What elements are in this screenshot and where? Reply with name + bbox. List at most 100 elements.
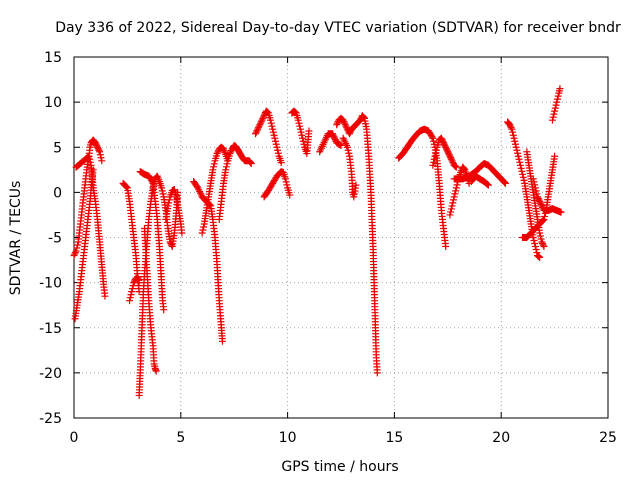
data-point (429, 161, 437, 169)
data-point (214, 148, 222, 156)
data-point (85, 152, 93, 160)
data-point (549, 113, 557, 121)
plot-frame (73, 56, 609, 419)
data-point (537, 235, 545, 243)
data-point (96, 151, 104, 159)
data-point (356, 116, 364, 124)
data-point (447, 155, 455, 163)
data-point (551, 152, 559, 160)
data-point (352, 181, 360, 189)
data-point (516, 158, 524, 166)
data-point (86, 155, 94, 163)
data-point (515, 155, 523, 163)
data-point (328, 130, 336, 138)
data-point (254, 124, 262, 132)
data-point (451, 162, 459, 170)
x-tick-label: 20 (492, 430, 510, 446)
x-tick-label: 15 (385, 430, 403, 446)
data-point (71, 250, 79, 258)
data-point (341, 119, 349, 127)
data-point (452, 163, 460, 171)
data-point (295, 119, 303, 127)
data-point (373, 369, 381, 377)
data-point (517, 164, 525, 172)
data-point (483, 180, 491, 188)
data-point (520, 176, 528, 184)
data-point (259, 115, 267, 123)
data-point (94, 145, 102, 153)
data-point (518, 167, 526, 175)
data-point (267, 116, 275, 124)
data-point (441, 142, 449, 150)
y-tick-label: -25 (39, 411, 62, 427)
data-point (331, 134, 339, 142)
data-point (72, 247, 80, 255)
data-point (286, 191, 294, 199)
tick-labels: 0 5 10 15 20 25 -25 -20 -15 -10 -5 0 5 10 15 (39, 50, 617, 446)
data-point (263, 108, 271, 116)
data-point (198, 229, 206, 237)
data-point (258, 116, 266, 124)
chart-title: Day 336 of 2022, Sidereal Day-to-day VTE… (55, 20, 621, 36)
y-tick-label: -15 (39, 321, 62, 337)
data-point (222, 166, 230, 174)
data-point (268, 122, 276, 130)
data-point (274, 149, 282, 157)
data-point (443, 146, 451, 154)
data-point (509, 131, 517, 139)
data-point (536, 229, 544, 237)
data-point (442, 243, 450, 251)
data-point (257, 119, 265, 127)
data-point (291, 108, 299, 116)
data-point (247, 159, 255, 167)
data-point (92, 140, 100, 148)
data-point (445, 151, 453, 159)
data-point (452, 184, 460, 192)
data-point (298, 131, 306, 139)
data-point (74, 241, 82, 249)
data-point (346, 128, 354, 136)
data-point (70, 252, 78, 260)
data-point (331, 136, 339, 144)
data-point (343, 143, 351, 151)
data-point (294, 116, 302, 124)
data-point (440, 139, 448, 147)
data-point (484, 180, 492, 188)
data-point (541, 212, 549, 220)
data-point (442, 143, 450, 151)
data-point (333, 119, 341, 127)
data-point (209, 166, 217, 174)
data-point (271, 137, 279, 145)
x-tick-label: 10 (279, 430, 297, 446)
data-point (532, 246, 540, 254)
data-point (340, 118, 348, 126)
data-point (450, 193, 458, 201)
data-point (128, 288, 136, 296)
data-point (86, 158, 94, 166)
data-point (445, 149, 453, 157)
data-point (533, 190, 541, 198)
x-tick-label: 25 (599, 430, 617, 446)
data-point (223, 160, 231, 168)
data-point (529, 175, 537, 183)
data-point (535, 253, 543, 261)
data-points (70, 85, 565, 399)
data-point (484, 181, 492, 189)
data-point (551, 104, 559, 112)
data-point (164, 202, 172, 210)
data-point (341, 121, 349, 129)
data-point (93, 143, 101, 151)
data-point (449, 196, 457, 204)
data-point (539, 241, 547, 249)
data-point (533, 249, 541, 257)
data-point (193, 183, 201, 191)
data-point (557, 208, 565, 216)
data-point (507, 124, 515, 132)
data-point (271, 134, 279, 142)
data-point (536, 253, 544, 261)
data-point (437, 134, 445, 142)
data-point (222, 163, 230, 171)
data-point (447, 154, 455, 162)
data-point (452, 163, 460, 171)
data-point (531, 184, 539, 192)
